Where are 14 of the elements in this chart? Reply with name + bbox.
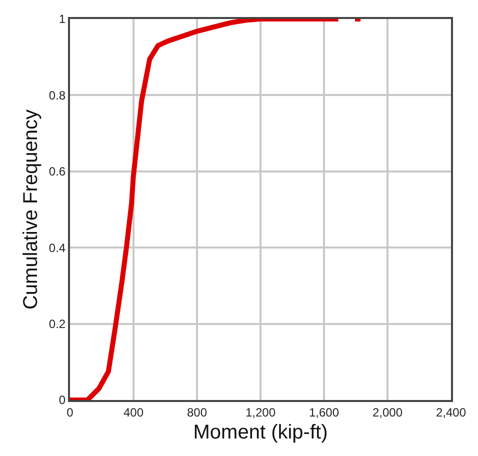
y-tick-label: 0.8 [48, 88, 66, 102]
y-tick-label: 0 [58, 393, 66, 408]
y-tick-label: 0.2 [48, 317, 66, 331]
x-tick-label: 800 [186, 405, 208, 420]
x-axis-title: Moment (kip-ft) [193, 421, 328, 444]
x-tick-label: 400 [123, 405, 144, 420]
x-tick-label: 1,200 [245, 405, 276, 420]
x-tick-label: 2,000 [372, 405, 403, 420]
y-tick-label: 0.4 [48, 240, 66, 255]
y-axis-title: Cumulative Frequency [20, 109, 42, 310]
y-tick-label: 0.6 [48, 164, 66, 179]
x-tick-label: 1,600 [308, 405, 340, 420]
x-tick-label: 2,400 [436, 405, 466, 420]
y-tick-label: 1 [58, 12, 66, 26]
